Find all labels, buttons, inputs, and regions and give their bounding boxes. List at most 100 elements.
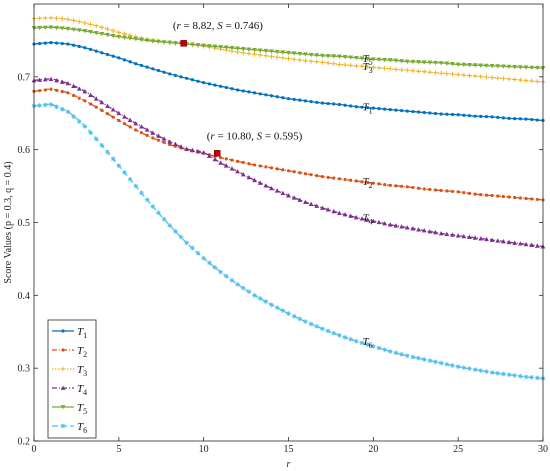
data-point <box>37 77 43 82</box>
plot-frame <box>33 3 544 442</box>
data-point <box>286 56 291 62</box>
data-point <box>139 37 144 43</box>
data-point <box>229 277 235 283</box>
data-point <box>252 177 257 183</box>
data-point <box>512 64 518 70</box>
data-point <box>331 54 337 59</box>
ann-s-value: = 0.746) <box>223 20 263 32</box>
data-point <box>501 194 506 199</box>
data-point <box>37 25 43 31</box>
data-point <box>219 84 223 88</box>
data-point <box>427 60 433 65</box>
data-point <box>530 117 534 122</box>
data-point <box>337 177 341 181</box>
data-point <box>455 62 461 67</box>
legend-marker <box>60 405 66 410</box>
data-point <box>472 235 478 240</box>
data-point <box>223 273 229 279</box>
data-point <box>416 186 421 190</box>
data-point <box>280 50 286 55</box>
data-point <box>71 27 76 32</box>
data-point <box>359 216 365 221</box>
legend-box <box>47 319 97 439</box>
data-point <box>286 311 291 316</box>
data-point <box>286 97 291 101</box>
legend-letter: T <box>77 421 84 433</box>
y-tick-label: 0.2 <box>18 437 31 448</box>
legend-letter: T <box>77 326 84 338</box>
curve-label-letter: T <box>362 53 369 65</box>
legend-label: T2 <box>77 345 87 359</box>
data-point <box>438 231 444 236</box>
data-point <box>484 115 489 119</box>
data-point <box>93 23 99 29</box>
curve-label: T5 <box>362 53 372 67</box>
data-point <box>240 285 246 291</box>
data-point <box>421 228 427 233</box>
data-point <box>427 358 433 364</box>
data-point <box>400 184 404 188</box>
data-point <box>501 64 506 69</box>
data-point <box>240 172 246 177</box>
series-line <box>33 26 544 69</box>
data-point <box>201 150 207 155</box>
data-point <box>421 60 427 65</box>
curve-label-subscript: 2 <box>369 181 373 190</box>
data-point <box>467 191 472 195</box>
ann-open: ( <box>173 20 177 32</box>
data-point <box>184 240 190 246</box>
data-point <box>291 51 297 56</box>
data-point <box>172 141 178 147</box>
data-point <box>529 65 535 71</box>
data-point <box>37 15 43 21</box>
data-point <box>404 59 410 64</box>
data-point <box>523 374 529 380</box>
data-point <box>297 316 303 322</box>
ann-r-value: = 8.82, <box>181 20 217 32</box>
data-point <box>517 373 523 379</box>
data-point <box>54 15 60 21</box>
data-point <box>281 96 285 100</box>
data-point <box>252 292 257 298</box>
data-point <box>506 372 512 378</box>
data-point <box>343 103 347 107</box>
data-point <box>247 90 251 94</box>
data-point <box>156 210 161 216</box>
data-point <box>178 144 184 149</box>
ann-s-symbol: S <box>217 20 223 32</box>
data-point <box>297 57 303 63</box>
data-point <box>456 113 460 117</box>
data-point <box>223 163 229 168</box>
data-point <box>223 45 229 50</box>
data-point <box>212 44 218 49</box>
data-point <box>38 89 42 93</box>
data-point <box>529 78 535 84</box>
data-point <box>229 46 235 51</box>
data-point <box>99 142 105 148</box>
data-point <box>428 111 432 115</box>
legend-marker <box>60 423 66 429</box>
data-point <box>230 158 234 162</box>
data-point <box>134 128 138 132</box>
data-point <box>145 65 149 69</box>
data-point <box>156 68 161 73</box>
data-point <box>399 67 405 73</box>
data-point <box>195 43 201 48</box>
data-point <box>325 207 331 212</box>
data-point <box>365 342 371 348</box>
data-point <box>292 170 296 174</box>
data-point <box>444 361 450 367</box>
data-point <box>100 108 104 112</box>
data-point <box>111 54 115 58</box>
data-point <box>122 35 127 40</box>
data-point <box>65 109 71 115</box>
legend-letter: T <box>77 383 84 395</box>
data-point <box>110 33 116 39</box>
legend-item: T1 <box>52 326 87 340</box>
data-point <box>467 63 472 68</box>
data-point <box>161 136 167 141</box>
data-point <box>478 368 484 373</box>
data-point <box>444 71 450 77</box>
data-point <box>280 190 286 196</box>
